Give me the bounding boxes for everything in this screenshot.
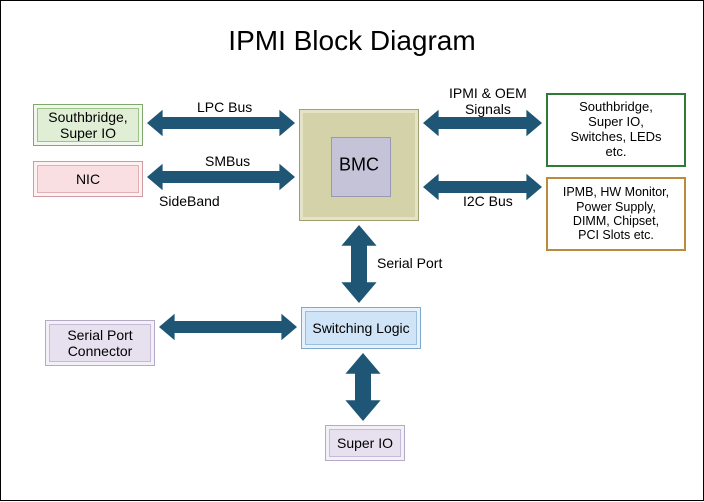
edge-label-smbus: SMBus [205, 153, 250, 169]
edge-label-lpc: LPC Bus [197, 99, 252, 115]
node-superio-inner: Super IO [329, 429, 401, 457]
arrow-serial [341, 225, 376, 303]
edge-label-i2c: I2C Bus [463, 193, 513, 209]
node-right2: IPMB, HW Monitor, Power Supply, DIMM, Ch… [546, 177, 686, 251]
node-right1: Southbridge, Super IO, Switches, LEDs et… [546, 93, 686, 167]
node-serialport: Serial Port Connector [45, 320, 155, 366]
node-switching: Switching Logic [301, 307, 421, 349]
node-bmc: BMC [299, 109, 419, 221]
edge-label-ipmi: IPMI & OEM Signals [449, 85, 527, 117]
node-switching-inner: Switching Logic [305, 311, 417, 345]
node-bmc-label: BMC [339, 155, 379, 176]
node-superio: Super IO [325, 425, 405, 461]
edge-label-sideband: SideBand [159, 193, 220, 209]
diagram-frame: IPMI Block Diagram Southbridge, Super IO… [0, 0, 704, 501]
node-nic-inner: NIC [37, 165, 139, 193]
node-southbridge: Southbridge, Super IO [33, 104, 143, 146]
node-serialport-inner: Serial Port Connector [49, 324, 151, 362]
node-nic: NIC [33, 161, 143, 197]
arrow-sw_sp [159, 314, 297, 340]
edge-label-serial: Serial Port [377, 255, 442, 271]
node-southbridge-inner: Southbridge, Super IO [37, 108, 139, 142]
arrow-sw_sio [345, 353, 380, 421]
